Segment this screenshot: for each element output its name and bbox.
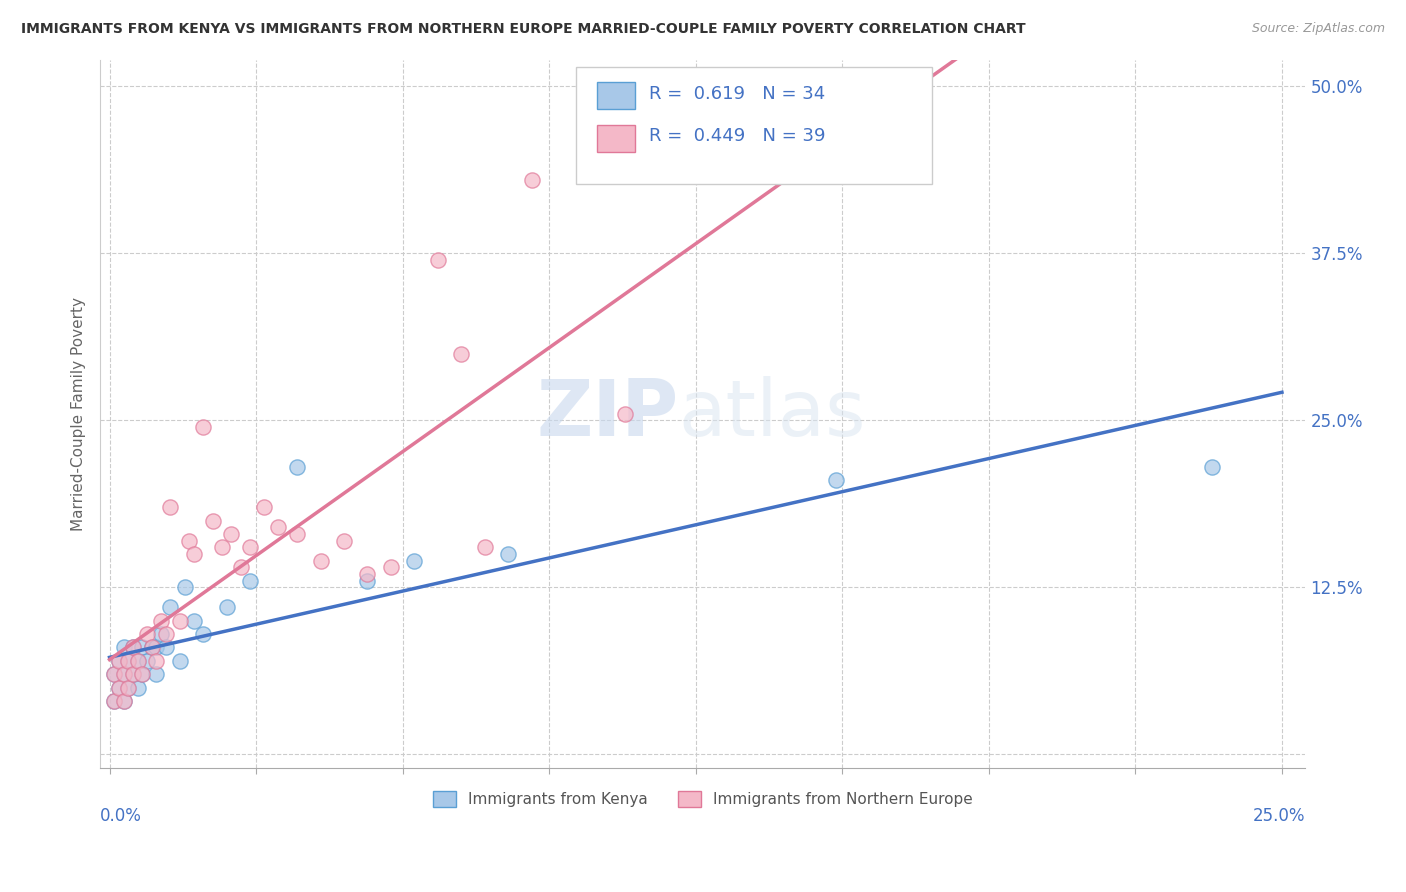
Point <box>122 667 145 681</box>
Point <box>136 654 159 668</box>
Point <box>131 667 153 681</box>
Point <box>112 694 135 708</box>
Point <box>155 627 177 641</box>
Point <box>155 640 177 655</box>
Point <box>150 627 173 641</box>
Point <box>211 541 233 555</box>
Point <box>450 346 472 360</box>
Point <box>112 667 135 681</box>
Point <box>169 654 191 668</box>
Point <box>103 694 125 708</box>
Point <box>145 640 167 655</box>
Bar <box>596 125 636 152</box>
Point <box>221 527 243 541</box>
Point <box>380 560 402 574</box>
Point <box>108 654 131 668</box>
Point <box>117 654 139 668</box>
Bar <box>596 82 636 109</box>
Text: Source: ZipAtlas.com: Source: ZipAtlas.com <box>1251 22 1385 36</box>
Point <box>285 460 308 475</box>
Point <box>141 640 163 655</box>
Point <box>183 547 205 561</box>
Text: R =  0.449   N = 39: R = 0.449 N = 39 <box>648 127 825 145</box>
Point <box>117 681 139 695</box>
Point <box>127 681 149 695</box>
Point <box>253 500 276 515</box>
Point <box>193 420 215 434</box>
Point <box>404 553 426 567</box>
Point <box>285 527 308 541</box>
Point <box>426 252 449 267</box>
Point <box>193 627 215 641</box>
Legend: Immigrants from Kenya, Immigrants from Northern Europe: Immigrants from Kenya, Immigrants from N… <box>426 785 979 814</box>
Point <box>229 560 252 574</box>
Point <box>201 514 224 528</box>
Point <box>309 553 332 567</box>
Point <box>183 614 205 628</box>
Point <box>103 667 125 681</box>
Point <box>145 654 167 668</box>
Point <box>159 500 181 515</box>
Point <box>173 580 195 594</box>
Point <box>103 694 125 708</box>
Text: ZIP: ZIP <box>537 376 679 451</box>
Text: 0.0%: 0.0% <box>100 806 142 824</box>
Point <box>103 667 125 681</box>
Point <box>112 667 135 681</box>
Text: IMMIGRANTS FROM KENYA VS IMMIGRANTS FROM NORTHERN EUROPE MARRIED-COUPLE FAMILY P: IMMIGRANTS FROM KENYA VS IMMIGRANTS FROM… <box>21 22 1026 37</box>
Point <box>520 173 543 187</box>
Text: 25.0%: 25.0% <box>1253 806 1305 824</box>
Point <box>169 614 191 628</box>
Point <box>112 640 135 655</box>
Point <box>474 541 496 555</box>
Point <box>108 681 131 695</box>
Point <box>215 600 238 615</box>
Point <box>122 640 145 655</box>
Point <box>150 614 173 628</box>
Point <box>239 541 262 555</box>
Point <box>333 533 356 548</box>
Point <box>356 566 378 581</box>
Point <box>122 667 145 681</box>
Point <box>179 533 201 548</box>
Point <box>1201 460 1223 475</box>
Point <box>825 474 848 488</box>
Point <box>131 667 153 681</box>
Point <box>496 547 519 561</box>
Point <box>127 654 149 668</box>
Point <box>356 574 378 588</box>
Point <box>136 627 159 641</box>
Point <box>122 640 145 655</box>
Point <box>108 681 131 695</box>
Point <box>267 520 290 534</box>
Point <box>614 407 637 421</box>
Point <box>131 640 153 655</box>
Point <box>127 654 149 668</box>
Point <box>112 694 135 708</box>
Point <box>239 574 262 588</box>
Point <box>117 681 139 695</box>
Point <box>141 640 163 655</box>
Y-axis label: Married-Couple Family Poverty: Married-Couple Family Poverty <box>72 297 86 531</box>
Text: R =  0.619   N = 34: R = 0.619 N = 34 <box>648 85 825 103</box>
Point <box>145 667 167 681</box>
Text: atlas: atlas <box>679 376 866 451</box>
FancyBboxPatch shape <box>576 67 932 184</box>
Point <box>108 654 131 668</box>
Point <box>117 654 139 668</box>
Point <box>159 600 181 615</box>
